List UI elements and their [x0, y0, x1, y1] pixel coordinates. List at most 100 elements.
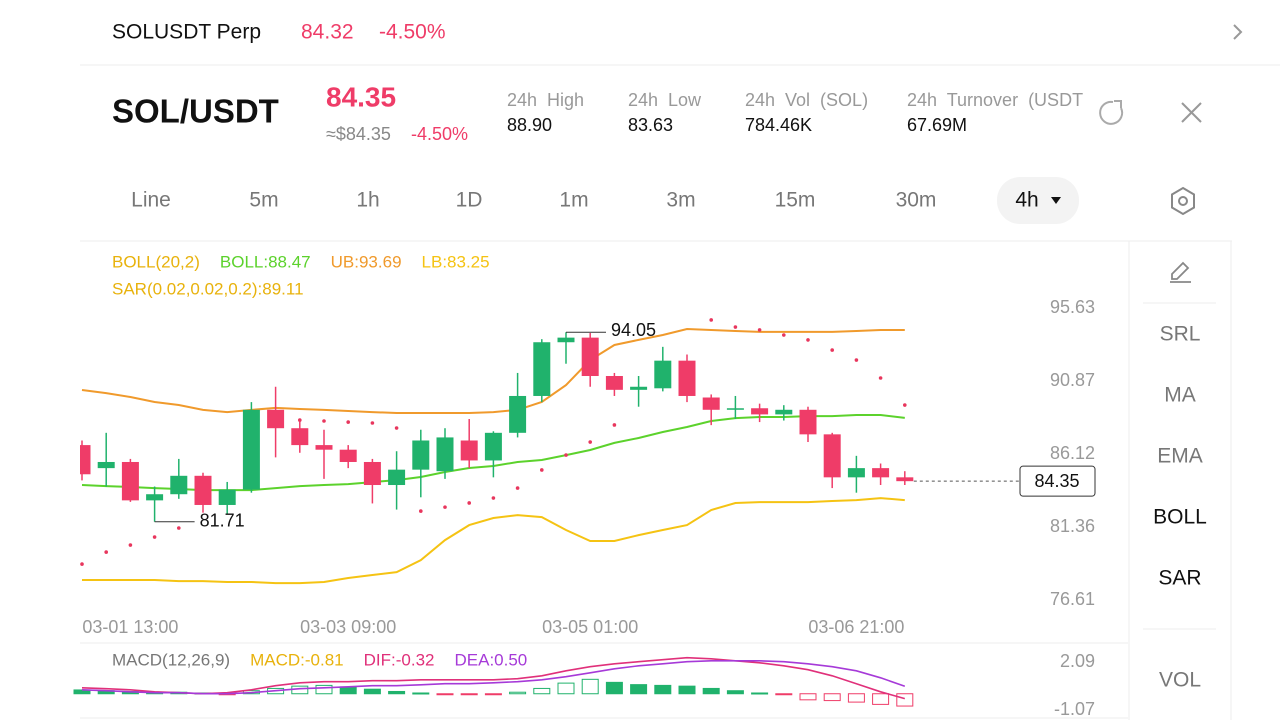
- candle-body: [339, 449, 357, 462]
- y-tick-label: 95.63: [1050, 297, 1095, 317]
- stat-label: 24h Vol (SOL): [745, 90, 868, 110]
- sar-dot: [298, 418, 302, 422]
- low-label: 81.71: [200, 510, 245, 530]
- y-tick-label: 86.12: [1050, 443, 1095, 463]
- legend-entry: BOLL:88.47: [220, 252, 311, 271]
- macd-bar: [654, 684, 672, 695]
- indicator-line: [81, 660, 906, 695]
- candle-body: [267, 409, 285, 429]
- candle-body: [775, 409, 793, 415]
- macd-bar: [363, 688, 381, 695]
- macd-bar: [509, 691, 527, 695]
- sar-dot: [806, 338, 810, 342]
- dropdown-caret: [1051, 197, 1061, 204]
- indicator-tool[interactable]: MA: [1164, 384, 1196, 407]
- macd-bar: [412, 692, 430, 695]
- symbol[interactable]: SOLUSDT Perp: [112, 21, 261, 44]
- indicator-line: [82, 497, 905, 585]
- legend-entry: DEA:0.50: [455, 650, 528, 669]
- macd-bar: [702, 687, 720, 695]
- header-price: 84.35: [326, 81, 396, 112]
- indicator-tools: SRL MA EMA BOLL SAR VOL: [1153, 323, 1207, 692]
- sar-dot: [443, 505, 447, 509]
- current-price-label: 84.35: [1034, 471, 1079, 491]
- sar-dot: [540, 468, 544, 472]
- candle-body: [388, 469, 406, 486]
- interval-tabs: Line 5m 1h 1D 1m 3m 15m 30m 4h: [131, 189, 1061, 212]
- tab-pill: [997, 177, 1079, 224]
- candle-body: [872, 468, 890, 478]
- candle-body: [751, 408, 769, 415]
- sar-dot: [782, 333, 786, 337]
- sar-dot: [152, 535, 157, 539]
- interval-tab[interactable]: 1m: [559, 189, 588, 212]
- candle-body: [460, 440, 478, 461]
- candle-body: [896, 477, 914, 482]
- macd-bar: [847, 693, 865, 703]
- macd-bar: [896, 693, 914, 707]
- price-axis: 95.63 90.87 86.12 81.36 76.61: [1050, 297, 1095, 609]
- candle-body: [847, 468, 865, 478]
- stat-value: 83.63: [628, 115, 673, 135]
- interval-tab[interactable]: 30m: [896, 189, 937, 212]
- candle-body: [654, 360, 672, 389]
- sar-dot: [515, 486, 520, 490]
- macd-bar: [315, 684, 333, 695]
- candle-body: [678, 360, 696, 396]
- interval-tab[interactable]: 1D: [456, 189, 483, 212]
- macd-bar: [775, 693, 793, 696]
- sar-dot: [80, 562, 84, 566]
- y-tick-label: 76.61: [1050, 589, 1095, 609]
- sar-dot: [612, 423, 617, 427]
- candle-body: [363, 461, 381, 486]
- sar-dot: [564, 453, 568, 457]
- legend-entry: LB:83.25: [422, 252, 490, 271]
- interval-tab[interactable]: 15m: [775, 189, 816, 212]
- settings-icon[interactable]: [1171, 186, 1195, 216]
- indicator-tool[interactable]: VOL: [1159, 669, 1201, 692]
- macd-bar: [799, 693, 817, 701]
- sar-dot: [128, 543, 133, 547]
- chevron[interactable]: [1233, 24, 1243, 40]
- sar-dot: [177, 526, 181, 530]
- macd-bar: [678, 685, 696, 695]
- stats: 24h High 88.90 24h Low 83.63 24h Vol (SOL) 78…: [507, 90, 1083, 135]
- candle-body: [823, 434, 841, 478]
- stat-value: 67.69M: [907, 115, 967, 135]
- sar-dot: [878, 376, 883, 380]
- macd-bar: [388, 690, 406, 695]
- candle-body: [484, 432, 502, 461]
- interval-tab[interactable]: 5m: [249, 189, 278, 212]
- legend-entry: BOLL(20,2): [112, 252, 200, 271]
- candle-body: [605, 376, 623, 390]
- candle-body: [581, 337, 599, 377]
- interval-tab[interactable]: 1h: [356, 189, 379, 212]
- indicator-tool[interactable]: BOLL: [1153, 506, 1207, 529]
- legend-entry: MACD:-0.81: [250, 650, 344, 669]
- refresh-icon[interactable]: [1099, 100, 1124, 125]
- indicator-tool[interactable]: SAR: [1158, 567, 1201, 590]
- last-price: 84.32: [301, 21, 354, 44]
- draw-icon[interactable]: [1170, 261, 1191, 283]
- x-tick-label: 03-05 01:00: [542, 617, 638, 637]
- sar-dot: [370, 421, 375, 425]
- legend-entry: UB:93.69: [331, 252, 402, 271]
- close-icon[interactable]: [1181, 102, 1202, 123]
- candle-body: [291, 428, 309, 446]
- macd-bar: [339, 686, 357, 695]
- macd-bar: [436, 693, 454, 696]
- x-tick-label: 03-03 09:00: [300, 617, 396, 637]
- legend-entry: DIF:-0.32: [364, 650, 435, 669]
- candle-body: [194, 475, 212, 505]
- legend-entry: SAR(0.02,0.02,0.2):89.11: [112, 279, 304, 298]
- indicator-tool[interactable]: EMA: [1157, 445, 1203, 468]
- indicator-tool[interactable]: SRL: [1160, 323, 1201, 346]
- interval-tab[interactable]: 4h: [1015, 189, 1038, 212]
- candle-body: [80, 445, 91, 475]
- interval-tab[interactable]: Line: [131, 189, 171, 212]
- stat-value: 784.46K: [745, 115, 812, 135]
- candle-body: [630, 386, 648, 390]
- x-tick-label: 03-06 21:00: [808, 617, 904, 637]
- interval-tab[interactable]: 3m: [666, 189, 695, 212]
